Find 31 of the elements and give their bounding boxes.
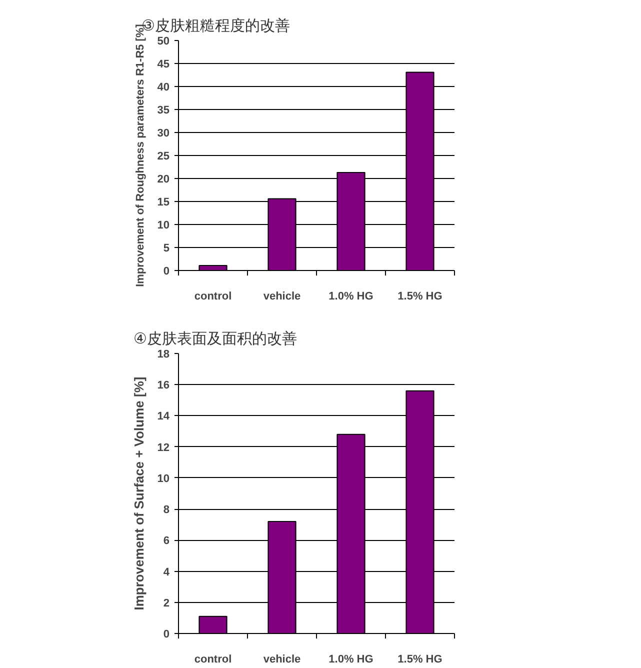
- y-tick-label: 14: [157, 410, 170, 423]
- x-tick-label: control: [194, 290, 232, 302]
- y-tick-label: 10: [157, 472, 170, 485]
- y-tick-label: 25: [157, 150, 170, 162]
- y-tick-label: 0: [163, 266, 170, 278]
- y-tick-label: 8: [163, 504, 170, 516]
- x-tick-label: 1.0% HG: [328, 290, 374, 302]
- y-tick-label: 2: [163, 597, 170, 610]
- y-tick-label: 0: [163, 628, 170, 640]
- y-tick-label: 30: [157, 128, 170, 140]
- x-tick-label: control: [194, 654, 232, 666]
- y-tick-label: 35: [157, 104, 170, 116]
- chart-title: ④皮肤表面及面积的改善: [134, 330, 297, 348]
- y-tick-label: 18: [157, 348, 170, 360]
- y-tick-label: 15: [157, 196, 170, 208]
- x-tick-label: vehicle: [263, 290, 301, 302]
- y-tick-label: 50: [157, 36, 170, 48]
- x-tick-label: 1.5% HG: [398, 290, 442, 302]
- y-tick-label: 45: [157, 58, 170, 70]
- x-tick-label: 1.0% HG: [328, 654, 374, 666]
- y-axis-title: Improvement of Surface + Volume [%]: [131, 376, 146, 610]
- y-tick-label: 16: [157, 380, 170, 392]
- y-tick-label: 40: [157, 82, 170, 94]
- y-tick-label: 20: [157, 174, 170, 186]
- y-tick-label: 4: [163, 566, 170, 578]
- y-tick-label: 12: [157, 442, 170, 454]
- x-tick-label: 1.5% HG: [398, 654, 442, 666]
- x-tick-label: vehicle: [263, 654, 301, 666]
- y-tick-label: 6: [163, 535, 170, 548]
- y-tick-label: 10: [157, 220, 170, 232]
- y-tick-label: 5: [163, 242, 170, 254]
